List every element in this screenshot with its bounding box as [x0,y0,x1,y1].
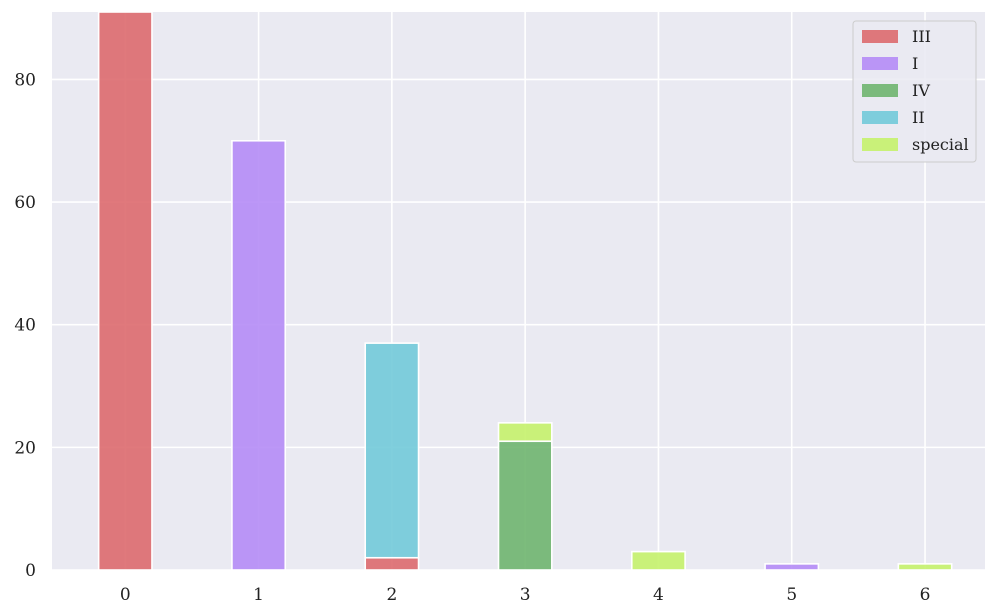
legend-label-IV: IV [912,81,930,100]
bars [97,11,953,571]
bar-III-0 [97,11,153,571]
x-tick-label: 0 [120,585,131,605]
bar-III-2 [364,556,420,571]
bar-I-1 [231,139,287,571]
bar-II-2 [364,342,420,559]
bar-special-3 [497,422,553,443]
bar-IV-3 [497,440,553,571]
y-tick-label: 80 [14,70,36,90]
y-axis-ticks: 0 20 40 60 80 [14,70,36,581]
legend-swatch-I [862,57,898,70]
y-tick-label: 0 [25,561,36,581]
legend-label-III: III [912,27,931,46]
x-tick-label: 3 [520,585,531,605]
legend-swatch-II [862,111,898,124]
x-tick-label: 6 [920,585,931,605]
x-tick-label: 4 [653,585,664,605]
legend-swatch-special [862,138,898,151]
bar-special-4 [630,550,686,571]
legend-label-I: I [912,54,918,73]
bar-special-6 [897,563,953,571]
y-tick-label: 60 [14,193,36,213]
y-tick-label: 20 [14,438,36,458]
x-tick-label: 5 [786,585,797,605]
y-tick-label: 40 [14,316,36,336]
x-axis-ticks: 0 1 2 3 4 5 6 [120,585,931,605]
x-tick-label: 1 [253,585,264,605]
legend-label-special: special [912,135,969,154]
legend-label-II: II [912,108,925,127]
legend-swatch-IV [862,84,898,97]
legend-box [852,20,977,163]
bar-I-5 [764,563,820,571]
legend-swatch-III [862,30,898,43]
x-tick-label: 2 [386,585,397,605]
